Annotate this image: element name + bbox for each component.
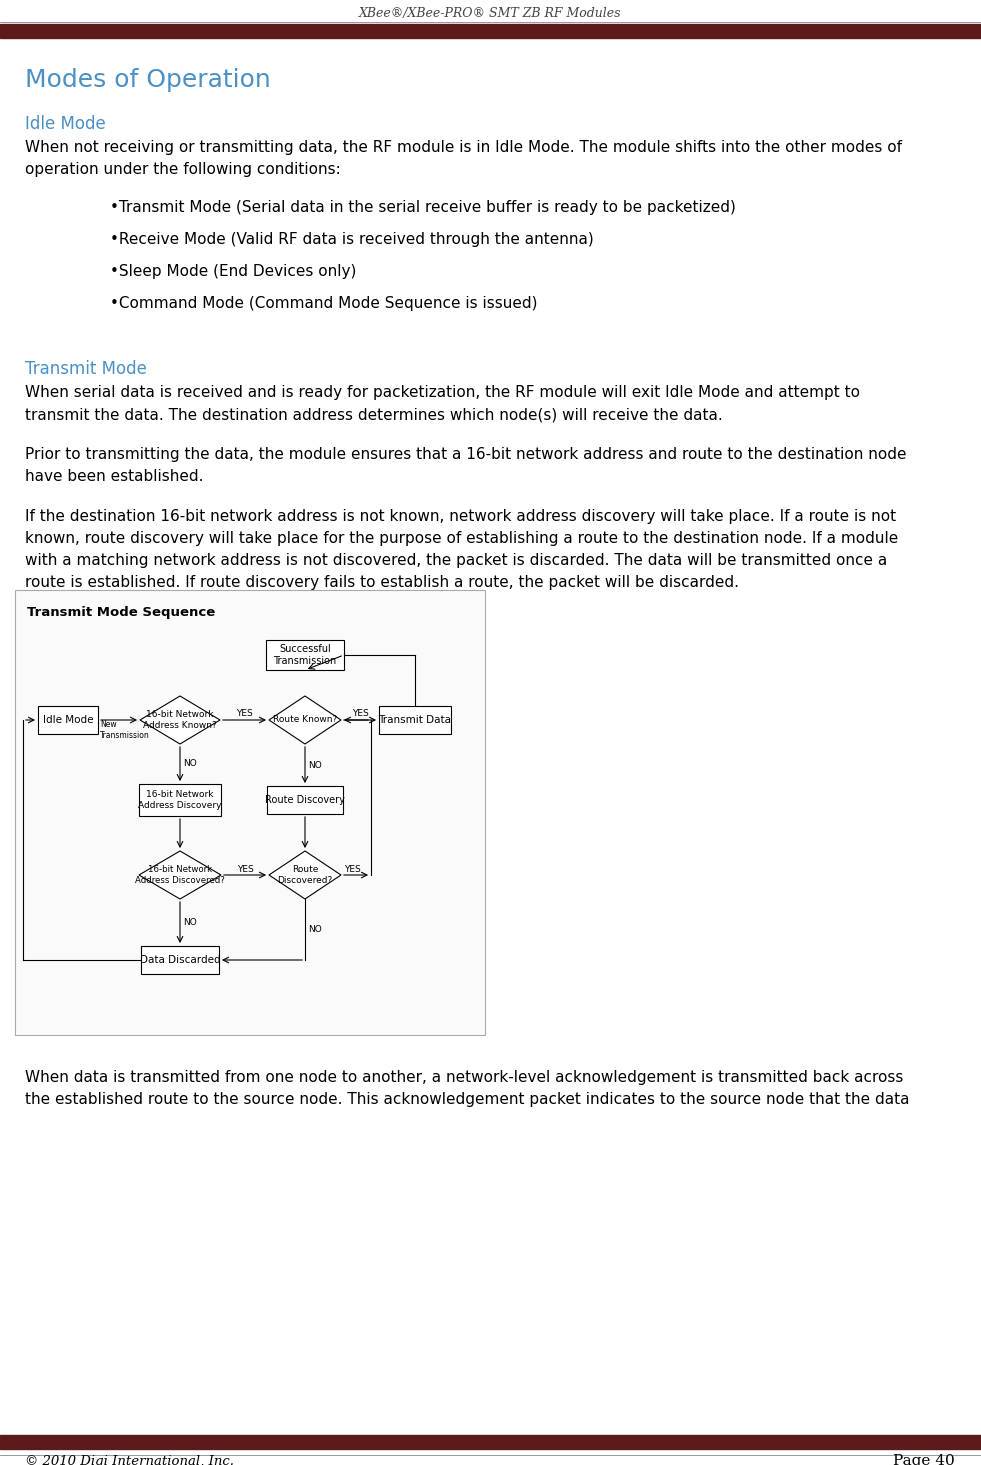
Text: Page 40: Page 40	[894, 1453, 955, 1465]
Text: 16-bit Network
Address Discovered?: 16-bit Network Address Discovered?	[135, 866, 225, 885]
Text: known, route discovery will take place for the purpose of establishing a route t: known, route discovery will take place f…	[25, 530, 899, 546]
Text: have been established.: have been established.	[25, 469, 203, 483]
Text: NO: NO	[308, 760, 322, 769]
Text: •Command Mode (Command Mode Sequence is issued): •Command Mode (Command Mode Sequence is …	[110, 296, 538, 311]
Text: Prior to transmitting the data, the module ensures that a 16-bit network address: Prior to transmitting the data, the modu…	[25, 447, 906, 461]
Text: operation under the following conditions:: operation under the following conditions…	[25, 163, 340, 177]
Bar	[0, 23, 981, 38]
Text: Transmit Mode: Transmit Mode	[25, 360, 147, 378]
Text: YES: YES	[236, 864, 253, 873]
Bar	[38, 706, 98, 734]
Text: © 2010 Digi International, Inc.: © 2010 Digi International, Inc.	[25, 1455, 234, 1465]
Polygon shape	[140, 696, 220, 744]
Text: with a matching network address is not discovered, the packet is discarded. The : with a matching network address is not d…	[25, 552, 887, 568]
Bar	[15, 590, 485, 1034]
Bar	[266, 640, 344, 670]
Text: Modes of Operation: Modes of Operation	[25, 67, 271, 92]
Text: •Sleep Mode (End Devices only): •Sleep Mode (End Devices only)	[110, 264, 356, 278]
Text: When data is transmitted from one node to another, a network-level acknowledgeme: When data is transmitted from one node t…	[25, 1069, 904, 1086]
Text: Route Discovery: Route Discovery	[265, 795, 345, 804]
Polygon shape	[269, 851, 341, 900]
Polygon shape	[269, 696, 341, 744]
Bar	[139, 784, 221, 816]
Text: Idle Mode: Idle Mode	[43, 715, 93, 725]
Text: Route Known?: Route Known?	[273, 715, 337, 725]
Text: If the destination 16-bit network address is not known, network address discover: If the destination 16-bit network addres…	[25, 508, 896, 524]
Text: 16-bit Network
Address Discovery: 16-bit Network Address Discovery	[138, 790, 222, 810]
Text: Data Discarded: Data Discarded	[139, 955, 221, 965]
Text: Transmit Mode Sequence: Transmit Mode Sequence	[27, 607, 215, 620]
Text: YES: YES	[351, 709, 369, 718]
Text: When not receiving or transmitting data, the RF module is in Idle Mode. The modu: When not receiving or transmitting data,…	[25, 141, 902, 155]
Text: Transmit Data: Transmit Data	[379, 715, 451, 725]
Text: transmit the data. The destination address determines which node(s) will receive: transmit the data. The destination addre…	[25, 407, 723, 422]
Text: •Transmit Mode (Serial data in the serial receive buffer is ready to be packetiz: •Transmit Mode (Serial data in the seria…	[110, 201, 736, 215]
Bar	[0, 1436, 981, 1449]
Text: NO: NO	[308, 924, 322, 935]
Text: NO: NO	[183, 919, 197, 927]
Text: New
Transmission: New Transmission	[100, 721, 150, 740]
Text: YES: YES	[344, 864, 361, 873]
Text: NO: NO	[183, 759, 197, 769]
Text: Successful
Transmission: Successful Transmission	[274, 645, 336, 665]
Text: 16-bit Network
Address Known?: 16-bit Network Address Known?	[143, 711, 217, 730]
Text: YES: YES	[236, 709, 253, 718]
Text: XBee®/XBee-PRO® SMT ZB RF Modules: XBee®/XBee-PRO® SMT ZB RF Modules	[359, 7, 621, 21]
Bar	[379, 706, 451, 734]
Bar	[141, 946, 219, 974]
Text: route is established. If route discovery fails to establish a route, the packet : route is established. If route discovery…	[25, 574, 739, 590]
Polygon shape	[139, 851, 221, 900]
Bar	[267, 787, 343, 815]
Text: the established route to the source node. This acknowledgement packet indicates : the established route to the source node…	[25, 1091, 909, 1108]
Text: When serial data is received and is ready for packetization, the RF module will : When serial data is received and is read…	[25, 385, 860, 400]
Text: •Receive Mode (Valid RF data is received through the antenna): •Receive Mode (Valid RF data is received…	[110, 231, 594, 248]
Text: Route
Discovered?: Route Discovered?	[278, 866, 333, 885]
Text: Idle Mode: Idle Mode	[25, 114, 106, 133]
